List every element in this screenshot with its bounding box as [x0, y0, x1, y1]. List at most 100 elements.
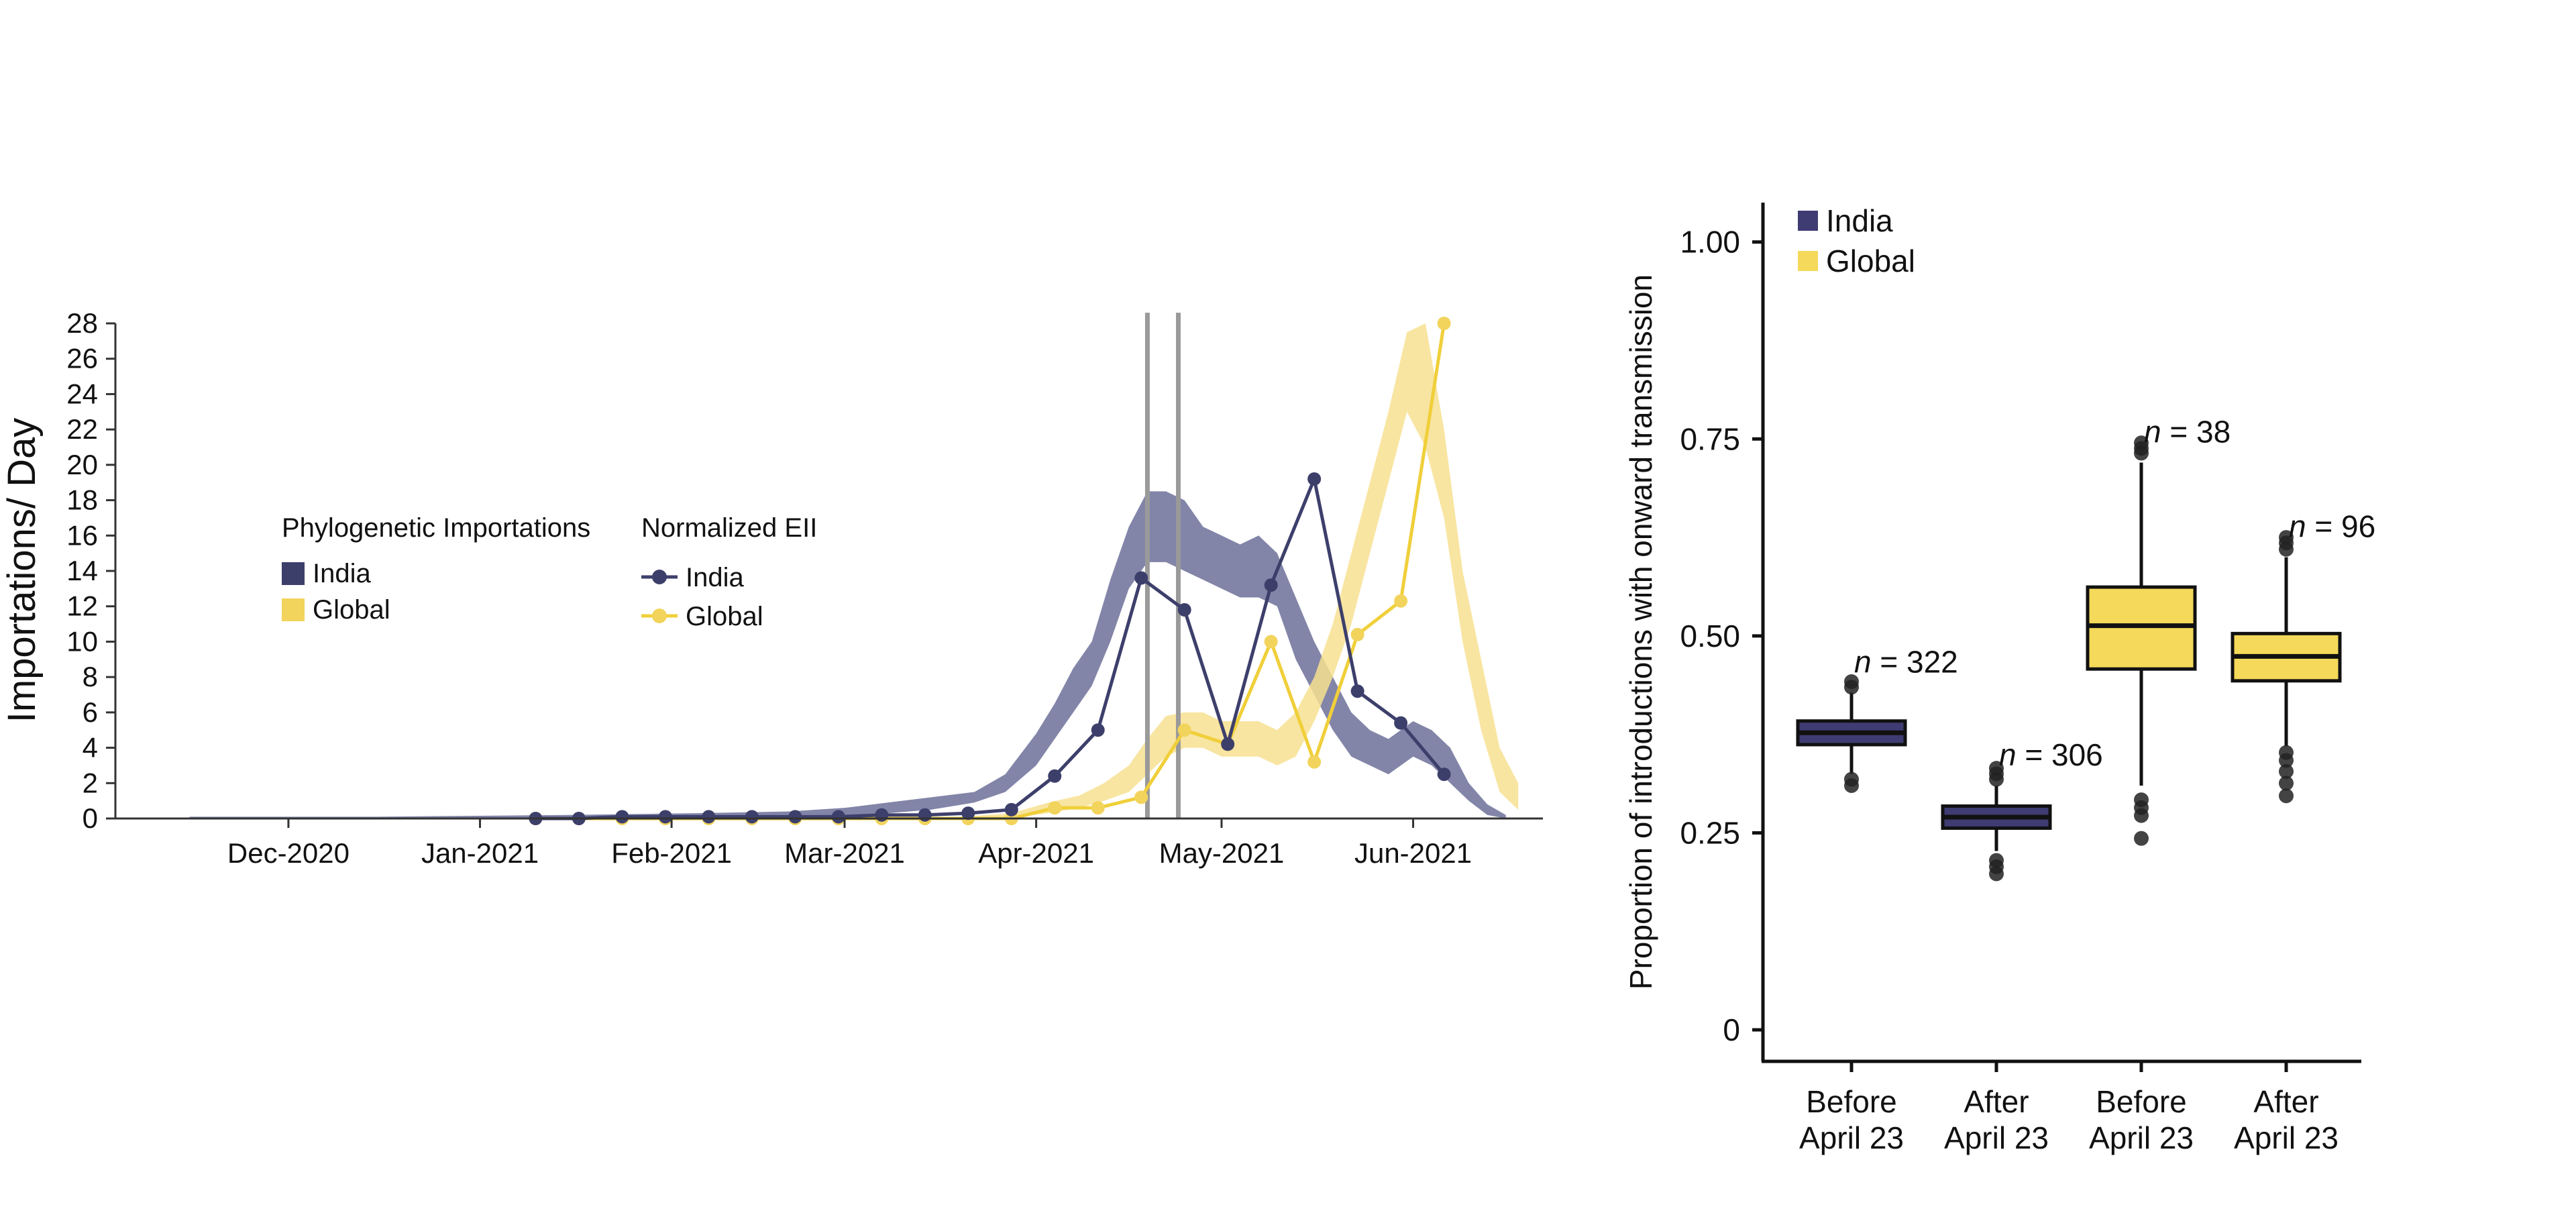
point-india: [1350, 684, 1364, 698]
point-india: [1004, 802, 1018, 816]
boxplot-y-tick-label: 0.25: [1680, 815, 1740, 850]
outlier-point: [1989, 761, 2004, 776]
point-india: [745, 810, 759, 824]
y-tick-label: 26: [66, 343, 98, 374]
y-tick-label: 20: [66, 449, 98, 480]
series-line-global: [535, 323, 1446, 821]
boxplot-y-tick-label: 0.50: [1680, 619, 1740, 653]
boxplot-y-tick-label: 0.75: [1680, 421, 1740, 456]
box-body: [2086, 585, 2197, 671]
boxplot-category-label: April 23: [2089, 1120, 2194, 1155]
reference-lines: [1144, 313, 1181, 818]
point-india: [1307, 472, 1322, 486]
y-tick-label: 10: [66, 625, 98, 657]
outlier-point: [2279, 745, 2294, 760]
legend-marker-india: [652, 570, 667, 584]
outlier-point: [1989, 853, 2004, 868]
boxplot-category-label: After: [1964, 1084, 2029, 1119]
outlier-point: [2134, 435, 2149, 451]
sample-size-label: n = 38: [2144, 415, 2231, 449]
band-global: [962, 323, 1519, 818]
legend-title-eii: Normalized EII: [641, 513, 817, 543]
boxplot-legend-swatch-global: [1798, 251, 1818, 271]
boxplot-y-axis-label: Proportion of introductions with onward …: [1623, 274, 1658, 990]
point-india: [1048, 769, 1062, 783]
x-tick-label: Mar-2021: [784, 837, 905, 869]
boxplot-legend-swatch-india: [1798, 211, 1818, 231]
point-india: [1264, 578, 1278, 592]
y-tick-label: 4: [83, 732, 98, 763]
importation-bands: [189, 323, 1519, 818]
y-tick-label: 24: [66, 378, 98, 409]
x-ticks: Dec-2020 Jan-2021 Feb-2021 Mar-2021 Apr-2021…: [227, 818, 1472, 869]
y-tick-label: 14: [66, 555, 98, 586]
sample-size-label: n = 96: [2289, 509, 2375, 543]
y-tick-label: 2: [83, 767, 98, 798]
legend-swatch-india-band: [282, 562, 305, 585]
y-tick-label: 8: [83, 661, 98, 692]
point-india: [702, 810, 716, 824]
point-india: [615, 810, 629, 824]
point-global: [1048, 801, 1062, 815]
boxplot-chart: n = 322 n = 306 n = 38 n = 96 0 0.25 0.50 0.75…: [1623, 203, 2375, 1155]
box-1: n = 322: [1796, 644, 1958, 793]
legend-label-india-band: India: [313, 559, 371, 588]
boxplot-legend-label-india: India: [1826, 203, 1893, 238]
boxplot-category-label: April 23: [1944, 1120, 2049, 1155]
series-line-india: [535, 473, 1446, 821]
boxplot-category-label: April 23: [1799, 1120, 1904, 1155]
boxplot-legend: India Global: [1798, 203, 1915, 278]
y-tick-label: 18: [66, 484, 98, 516]
box-2: n = 306: [1941, 737, 2103, 882]
boxplot-y-tick-label: 0: [1723, 1012, 1740, 1047]
legend-eii: Normalized EII India Global: [641, 513, 817, 631]
x-tick-label: Dec-2020: [227, 837, 350, 869]
legend-swatch-global-band: [282, 598, 305, 621]
y-tick-label: 6: [83, 696, 98, 728]
legend-marker-global: [652, 608, 667, 623]
eii-series: [529, 317, 1451, 825]
point-india: [1437, 768, 1451, 782]
sample-size-label: n = 322: [1854, 644, 1958, 679]
y-tick-label: 22: [66, 413, 98, 445]
outlier-point: [2279, 788, 2294, 804]
y-tick-label: 12: [66, 590, 98, 622]
y-tick-label: 28: [66, 307, 98, 339]
legend-title-importations: Phylogenetic Importations: [282, 513, 590, 543]
boxplot-y-ticks: 0 0.25 0.50 0.75 1.00: [1680, 225, 1763, 1047]
legend-label-global-line: Global: [686, 602, 763, 631]
boxplot-legend-label-global: Global: [1826, 244, 1915, 278]
boxplot-category-label: April 23: [2234, 1120, 2339, 1155]
x-tick-label: Apr-2021: [978, 837, 1094, 869]
point-india: [875, 808, 889, 822]
point-india: [1221, 737, 1235, 751]
point-global: [1350, 627, 1364, 641]
y-axis-label: Importations/ Day: [0, 418, 44, 723]
boxplot-category-label: Before: [1806, 1084, 1897, 1119]
point-india: [788, 810, 802, 824]
boxplot-boxes: n = 322 n = 306 n = 38 n = 96: [1796, 415, 2375, 882]
legend-importations: Phylogenetic Importations India Global: [282, 513, 590, 625]
point-india: [1394, 716, 1408, 730]
outlier-point: [2279, 763, 2294, 779]
y-tick-label: 16: [66, 519, 98, 551]
legend-label-global-band: Global: [313, 595, 390, 625]
point-india: [918, 808, 932, 822]
x-tick-label: May-2021: [1159, 837, 1285, 869]
x-tick-label: Feb-2021: [611, 837, 732, 869]
boxplot-y-tick-label: 1.00: [1680, 225, 1740, 260]
point-india: [1177, 602, 1191, 617]
point-global: [1394, 594, 1408, 608]
point-india: [961, 806, 975, 821]
point-india: [1091, 723, 1105, 737]
sample-size-label: n = 306: [1999, 737, 2103, 772]
point-global: [1177, 723, 1191, 737]
point-global: [1264, 635, 1278, 649]
box-3: n = 38: [2086, 415, 2231, 846]
outlier-point: [2134, 792, 2149, 808]
point-india: [658, 810, 672, 824]
